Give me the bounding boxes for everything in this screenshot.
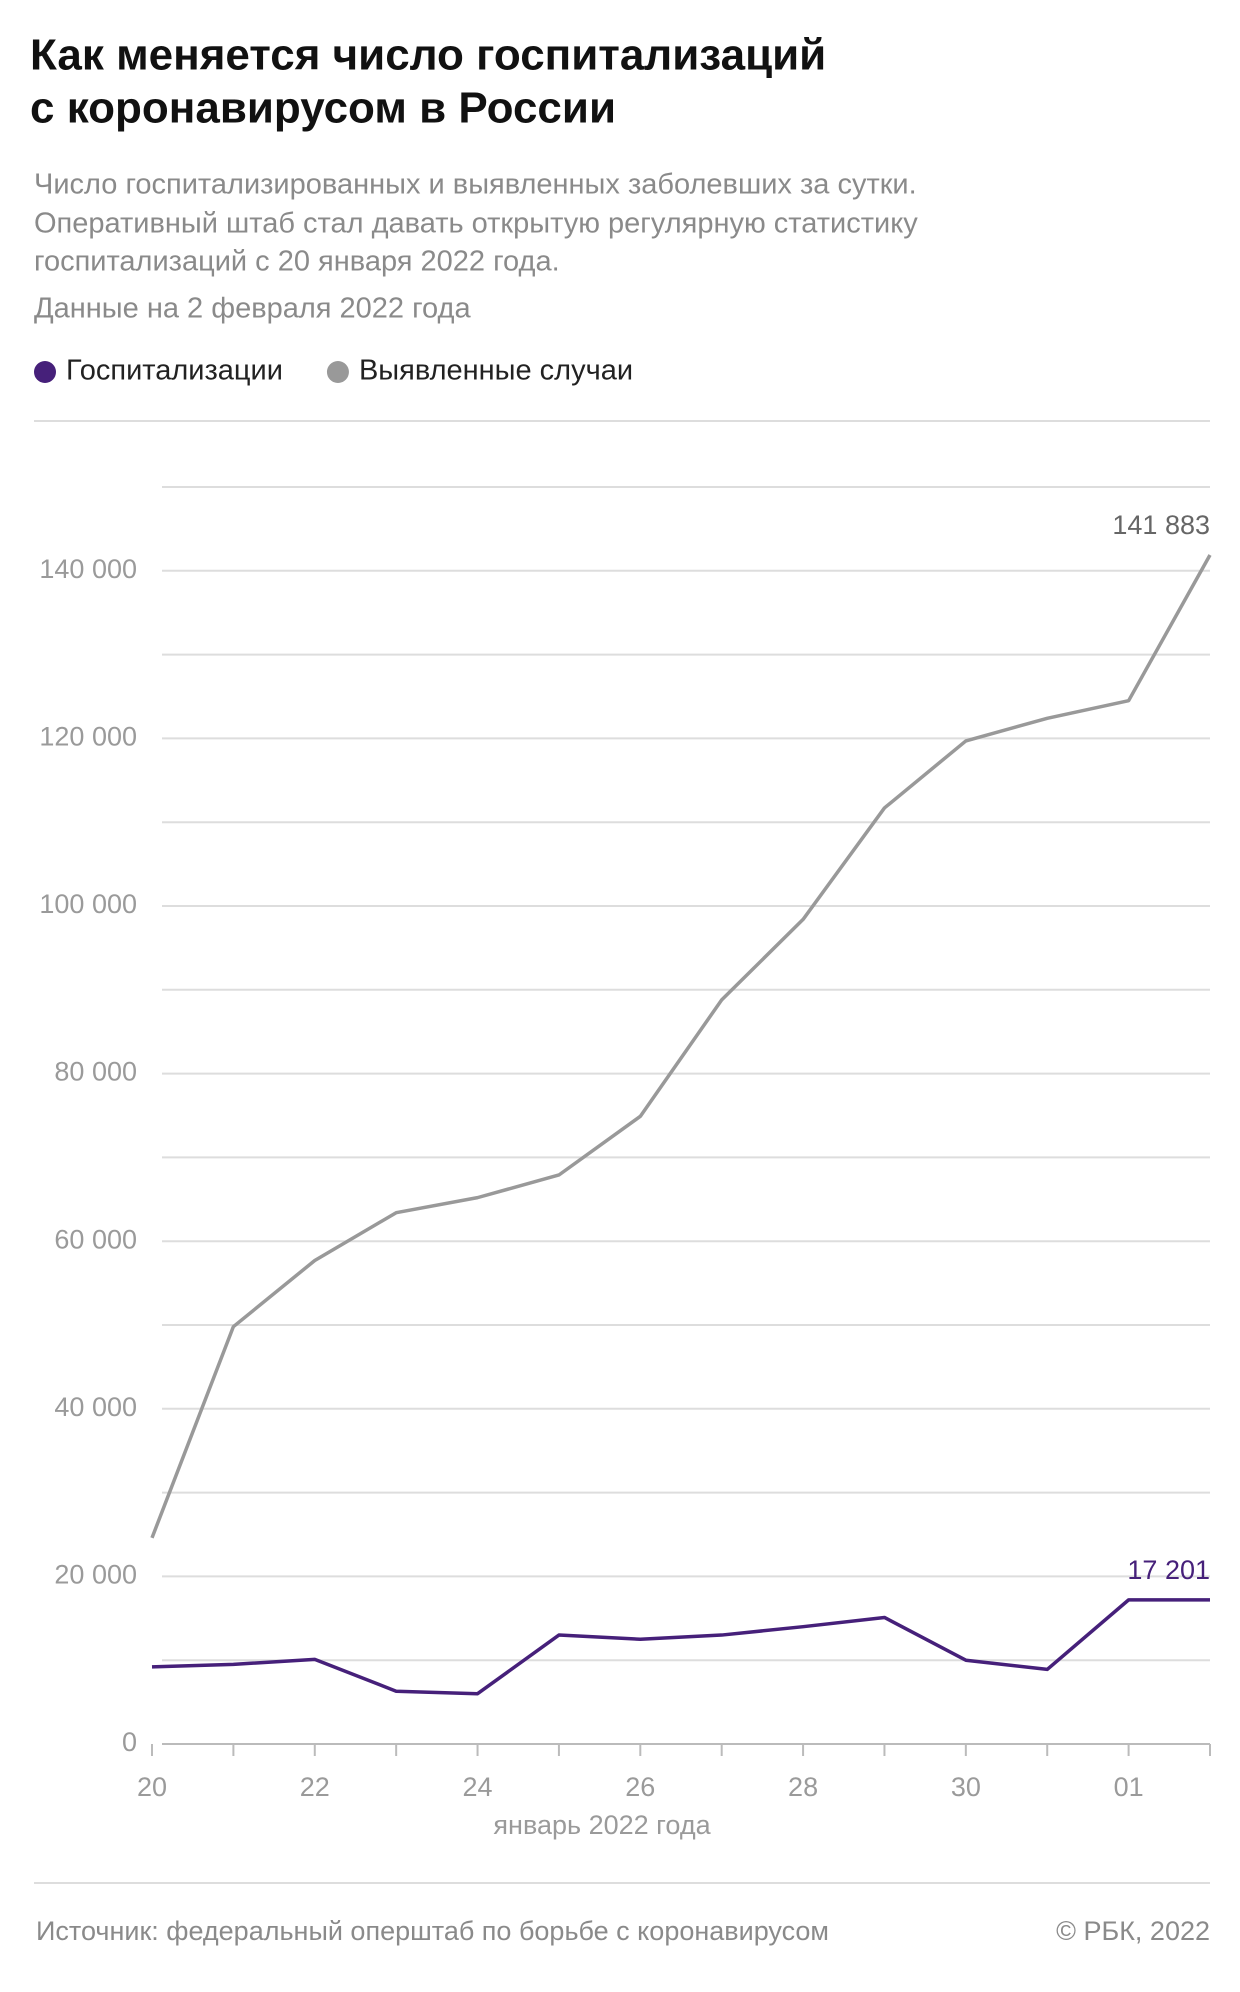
y-tick-label: 140 000 <box>39 554 137 584</box>
y-tick-label: 100 000 <box>39 889 137 919</box>
note: Данные на 2 февраля 2022 года <box>34 293 471 325</box>
x-tick-label: 30 <box>951 1772 981 1802</box>
chart-title: с коронавирусом в России <box>30 84 616 133</box>
y-tick-label: 40 000 <box>54 1392 137 1422</box>
x-tick-label: 22 <box>300 1772 330 1802</box>
value-label: 141 883 <box>1112 510 1210 540</box>
subtitle: Оперативный штаб стал давать открытую ре… <box>34 208 918 240</box>
subtitle: госпитализаций с 20 января 2022 года. <box>34 246 560 278</box>
line <box>150 554 1212 1539</box>
legend-marker <box>326 361 349 383</box>
x-tick-label: 20 <box>137 1772 167 1802</box>
y-tick-label: 80 000 <box>54 1057 137 1087</box>
chart-title: Как меняется число госпитализаций <box>30 31 826 80</box>
x-axis-title: январь 2022 года <box>493 1810 711 1840</box>
x-tick-label: 24 <box>463 1772 493 1802</box>
y-tick-label: 120 000 <box>39 722 137 752</box>
x-tick-label: 01 <box>1114 1772 1144 1802</box>
value-label: 17 201 <box>1127 1555 1210 1585</box>
y-tick-label: 60 000 <box>54 1224 137 1254</box>
source: Источник: федеральный оперштаб по борьбе… <box>36 1916 829 1946</box>
line <box>151 1598 1210 1696</box>
credit: © РБК, 2022 <box>1056 1916 1210 1946</box>
legend-label: Госпитализации <box>66 355 283 387</box>
y-tick-label: 20 000 <box>54 1560 137 1590</box>
x-tick-label: 26 <box>625 1772 655 1802</box>
x-tick-label: 28 <box>788 1772 818 1802</box>
subtitle: Число госпитализированных и выявленных з… <box>34 169 917 201</box>
legend-label: Выявленные случаи <box>359 355 633 387</box>
y-tick-label: 0 <box>122 1727 137 1757</box>
legend-marker <box>34 361 56 383</box>
